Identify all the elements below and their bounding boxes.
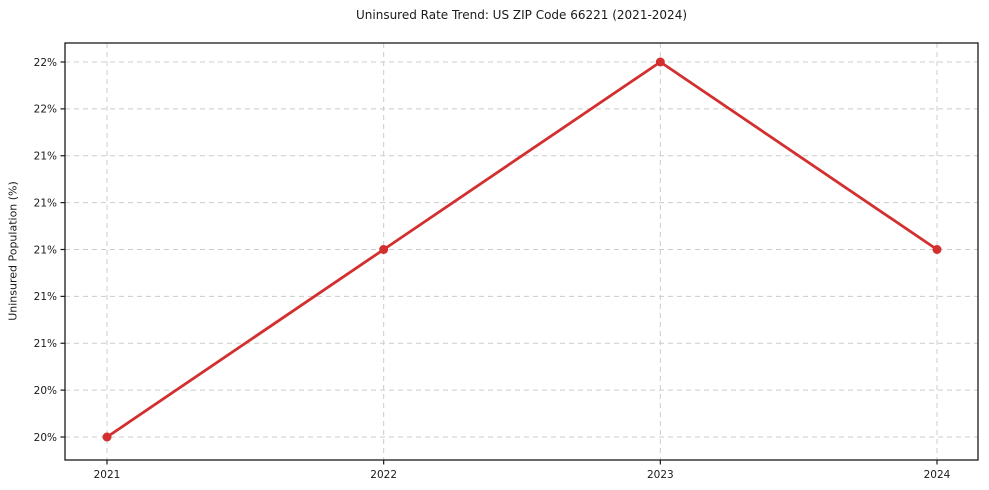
y-tick-label: 21% xyxy=(34,291,57,303)
y-tick-label: 21% xyxy=(34,197,57,209)
y-tick-label: 22% xyxy=(34,104,57,116)
x-tick-label: 2023 xyxy=(647,469,674,481)
trend-line xyxy=(105,60,939,439)
data-point-marker xyxy=(655,57,665,67)
plot-frame xyxy=(64,42,979,461)
y-tick-label: 21% xyxy=(34,151,57,163)
y-tick-label: 21% xyxy=(34,338,57,350)
axis-tick-marks xyxy=(60,61,938,465)
axis-tick-labels: 22% 22% 21% 21% 21% 21% 21% 20% 20% 2021 2022 2023 2… xyxy=(34,57,951,481)
y-tick-label: 21% xyxy=(34,244,57,256)
data-point-marker xyxy=(932,245,942,254)
data-point-marker xyxy=(379,245,389,254)
x-tick-label: 2024 xyxy=(924,469,951,481)
gridlines xyxy=(65,43,978,460)
x-tick-label: 2021 xyxy=(94,469,121,481)
x-tick-label: 2022 xyxy=(370,469,397,481)
chart-title: Uninsured Rate Trend: US ZIP Code 66221 … xyxy=(355,8,688,22)
y-tick-label: 20% xyxy=(34,432,57,444)
y-tick-label: 20% xyxy=(34,385,57,397)
data-points xyxy=(102,57,942,442)
y-tick-label: 22% xyxy=(34,57,57,69)
data-point-marker xyxy=(102,432,112,442)
